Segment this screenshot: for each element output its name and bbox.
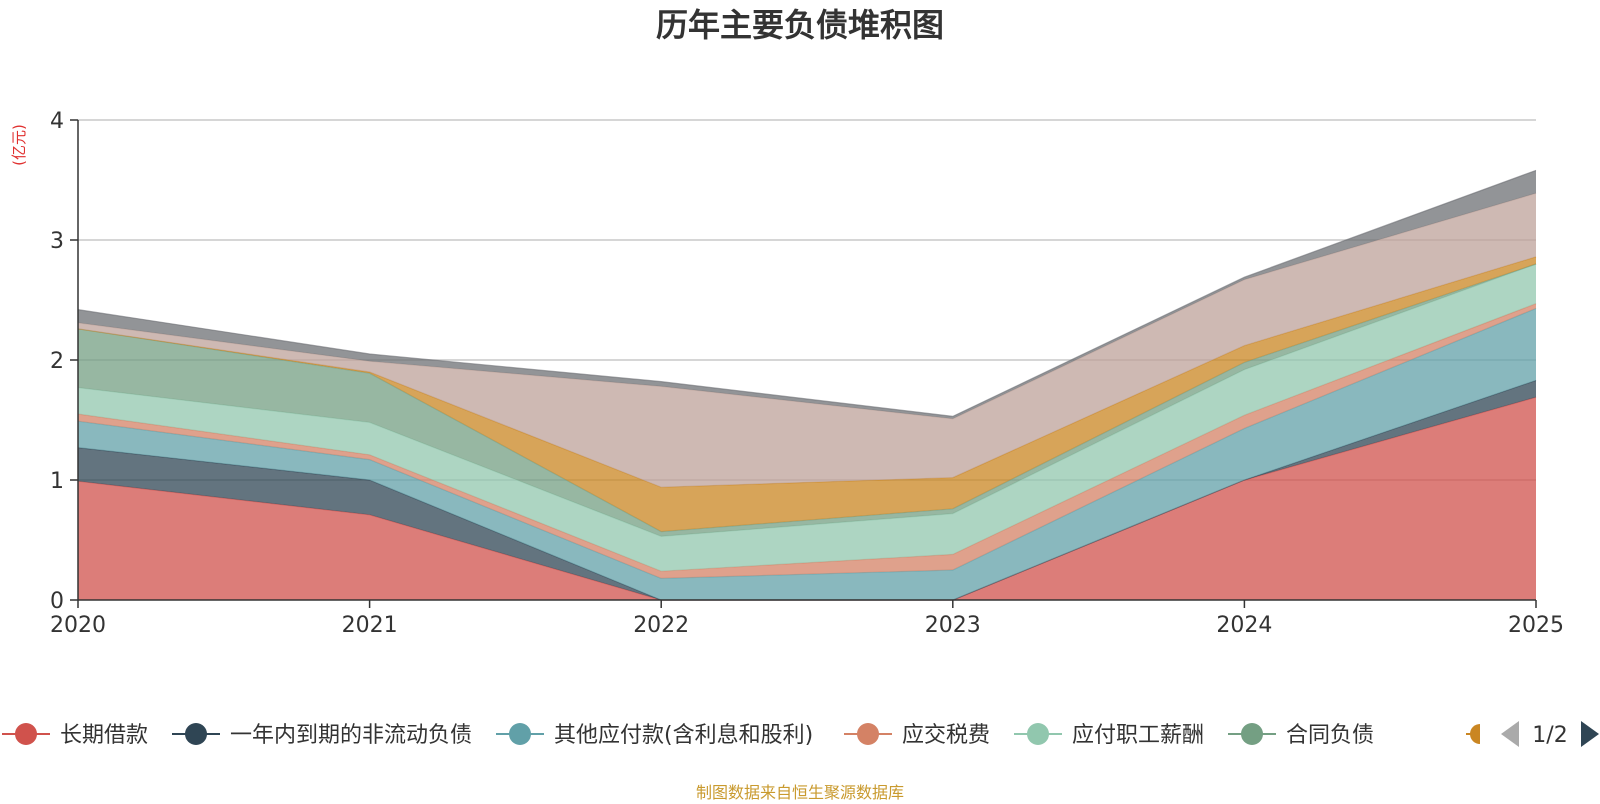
x-tick-label: 2020 (50, 613, 106, 638)
legend-marker (15, 723, 37, 745)
legend-partial-marker (1470, 724, 1480, 744)
x-tick-label: 2022 (633, 613, 689, 638)
x-tick-label: 2025 (1508, 613, 1564, 638)
y-tick-label: 4 (50, 109, 64, 134)
legend-label: 应付职工薪酬 (1072, 723, 1204, 748)
legend-next-page-icon[interactable] (1581, 721, 1599, 747)
area-series-3[interactable] (78, 308, 1536, 600)
x-tick-label: 2024 (1216, 613, 1272, 638)
legend-label: 应交税费 (902, 723, 990, 748)
legend-prev-page-icon[interactable] (1501, 721, 1519, 747)
y-tick-label: 1 (50, 469, 64, 494)
legend-item[interactable]: 应交税费 (844, 723, 990, 748)
legend-item[interactable]: 其他应付款(含利息和股利) (496, 723, 813, 748)
legend-marker (1241, 723, 1263, 745)
legend-item[interactable]: 一年内到期的非流动负债 (172, 723, 472, 748)
data-source-note: 制图数据来自恒生聚源数据库 (695, 783, 904, 802)
chart-title: 历年主要负债堆积图 (656, 6, 944, 44)
area-series-9-line (77, 169, 1537, 418)
y-tick-label: 0 (50, 589, 64, 614)
legend-page-indicator: 1/2 (1532, 723, 1567, 748)
area-layer (77, 169, 1537, 601)
legend-marker (185, 723, 207, 745)
y-tick-label: 3 (50, 229, 64, 254)
legend[interactable]: 长期借款 一年内到期的非流动负债 其他应付款(含利息和股利) 应交税费 应付职工薪酬 合同… (2, 721, 1599, 748)
legend-item[interactable]: 长期借款 (2, 723, 148, 748)
y-tick-label: 2 (50, 349, 64, 374)
x-tick-label: 2021 (342, 613, 398, 638)
legend-label: 其他应付款(含利息和股利) (554, 723, 813, 748)
legend-label: 一年内到期的非流动负债 (230, 723, 472, 748)
legend-item[interactable]: 应付职工薪酬 (1014, 723, 1204, 748)
area-series-8[interactable] (78, 193, 1536, 488)
legend-marker (1027, 723, 1049, 745)
x-tick-label: 2023 (925, 613, 981, 638)
area-series-1[interactable] (78, 397, 1536, 600)
legend-label: 合同负债 (1286, 723, 1374, 748)
legend-label: 长期借款 (60, 723, 148, 748)
area-series-6[interactable] (78, 264, 1536, 537)
legend-marker (509, 723, 531, 745)
area-series-2[interactable] (78, 380, 1536, 600)
axis-layer: 0 1 2 3 4 2020 2021 2022 2023 2024 2025 (50, 109, 1564, 638)
legend-marker (857, 723, 879, 745)
y-axis-label: (亿元) (10, 124, 28, 166)
legend-item[interactable]: 合同负债 (1228, 723, 1374, 748)
